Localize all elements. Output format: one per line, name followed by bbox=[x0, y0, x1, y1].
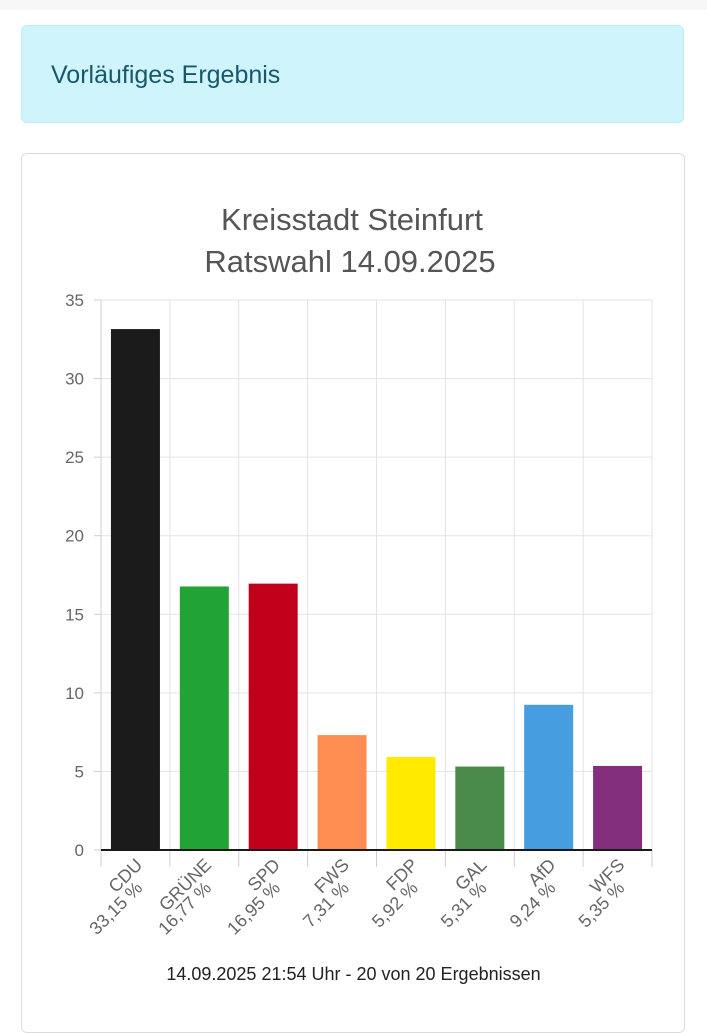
results-footer: 14.09.2025 21:54 Uhr - 20 von 20 Ergebni… bbox=[166, 964, 541, 984]
bar-grüne[interactable] bbox=[179, 586, 229, 850]
y-tick-label: 15 bbox=[65, 605, 84, 624]
bar-wfs[interactable] bbox=[593, 765, 643, 850]
y-tick-label: 0 bbox=[75, 841, 84, 860]
bar-cdu[interactable] bbox=[110, 329, 160, 851]
bar-fws[interactable] bbox=[317, 735, 367, 850]
y-tick-label: 5 bbox=[75, 762, 84, 781]
chart-title-line-1: Kreisstadt Steinfurt bbox=[221, 202, 483, 237]
notice-text: Vorläufiges Ergebnis bbox=[51, 61, 281, 89]
y-tick-label: 10 bbox=[65, 684, 84, 703]
y-tick-label: 35 bbox=[65, 291, 84, 310]
bar-spd[interactable] bbox=[248, 583, 298, 850]
y-tick-label: 25 bbox=[65, 448, 84, 467]
y-tick-label: 20 bbox=[65, 527, 84, 546]
y-tick-label: 30 bbox=[65, 370, 84, 389]
bar-gal[interactable] bbox=[455, 766, 505, 850]
top-strip bbox=[0, 0, 707, 10]
chart-title-line-2: Ratswahl 14.09.2025 bbox=[204, 244, 495, 279]
preliminary-result-notice: Vorläufiges Ergebnis bbox=[21, 25, 684, 123]
bar-afd[interactable] bbox=[524, 704, 574, 850]
bar-fdp[interactable] bbox=[386, 756, 436, 850]
